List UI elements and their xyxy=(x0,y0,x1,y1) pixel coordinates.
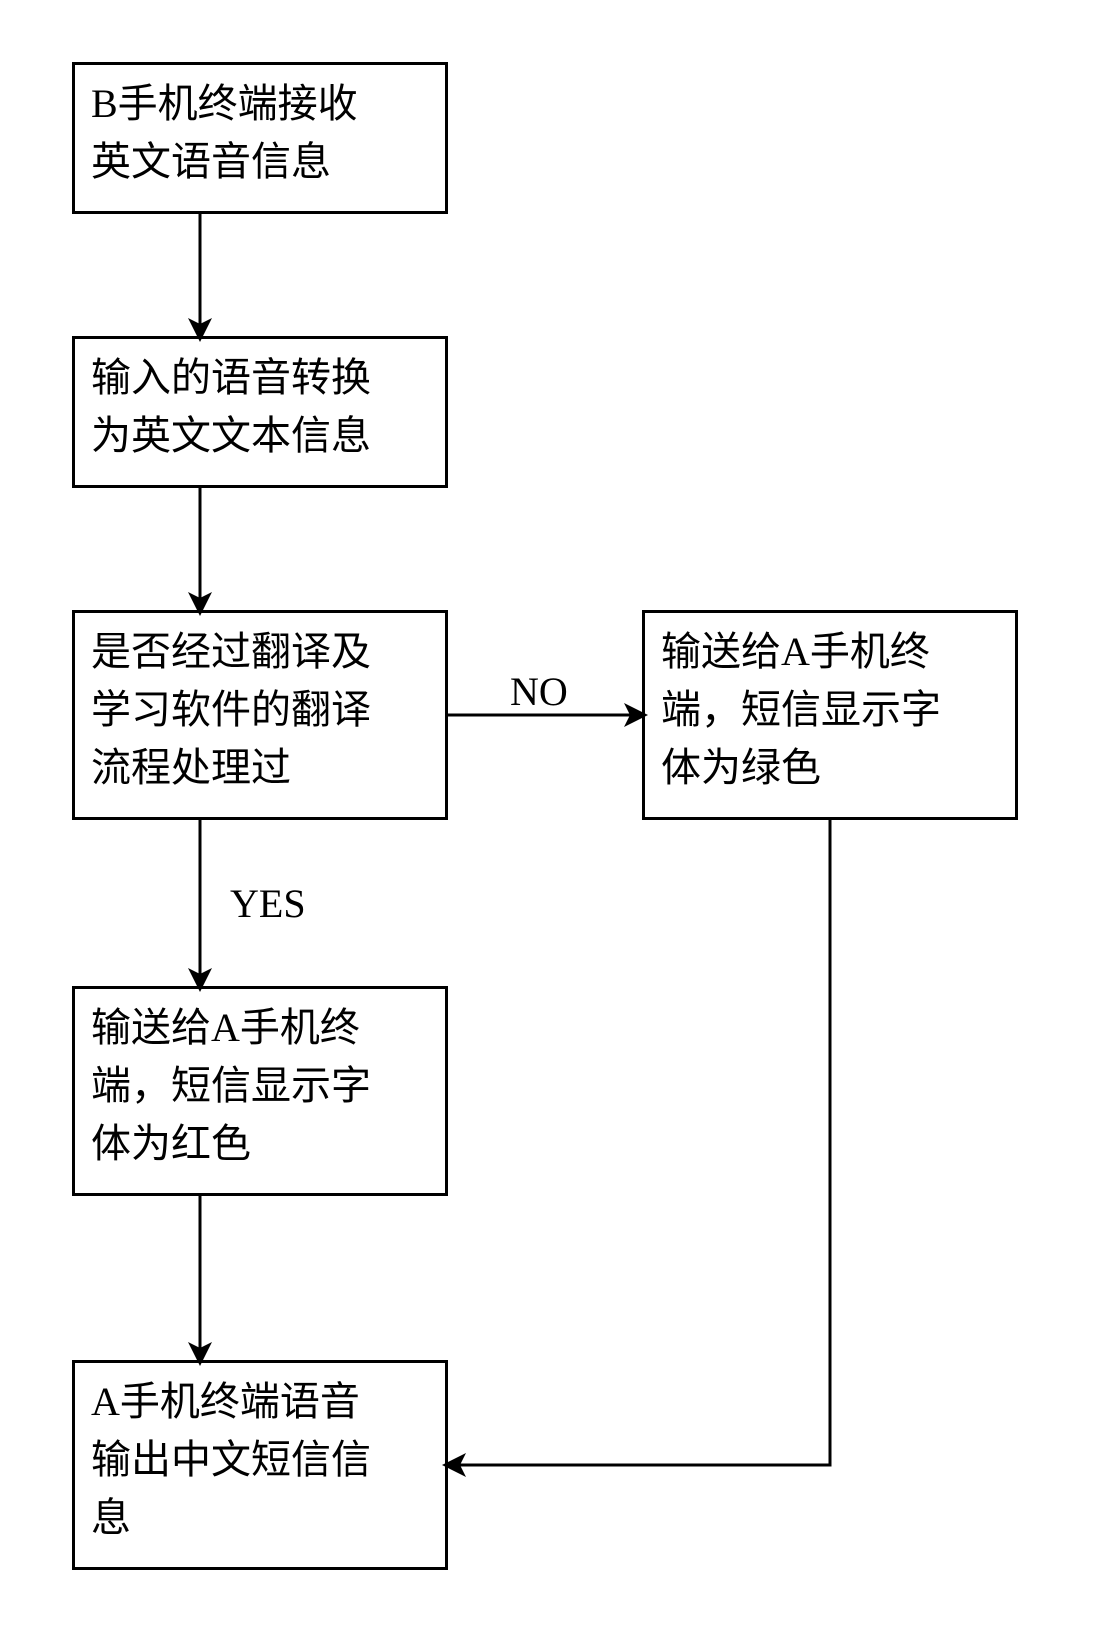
edge-label-yes: YES xyxy=(230,880,306,927)
node-text: 输送给A手机终 端，短信显示字 体为绿色 xyxy=(661,623,999,797)
edge-n4-n6 xyxy=(448,820,830,1465)
node-text: 输送给A手机终 端，短信显示字 体为红色 xyxy=(91,999,429,1173)
flow-node-send-red: 输送给A手机终 端，短信显示字 体为红色 xyxy=(72,986,448,1196)
node-text: 输入的语音转换 为英文文本信息 xyxy=(91,349,429,465)
node-text: A手机终端语音 输出中文短信信 息 xyxy=(91,1373,429,1547)
flow-node-convert-text: 输入的语音转换 为英文文本信息 xyxy=(72,336,448,488)
flow-node-decision-translated: 是否经过翻译及 学习软件的翻译 流程处理过 xyxy=(72,610,448,820)
flow-node-send-green: 输送给A手机终 端，短信显示字 体为绿色 xyxy=(642,610,1018,820)
edge-label-no: NO xyxy=(510,668,568,715)
flow-node-output-sms: A手机终端语音 输出中文短信信 息 xyxy=(72,1360,448,1570)
node-text: B手机终端接收 英文语音信息 xyxy=(91,75,429,191)
node-text: 是否经过翻译及 学习软件的翻译 流程处理过 xyxy=(91,623,429,797)
flow-node-receive-voice: B手机终端接收 英文语音信息 xyxy=(72,62,448,214)
